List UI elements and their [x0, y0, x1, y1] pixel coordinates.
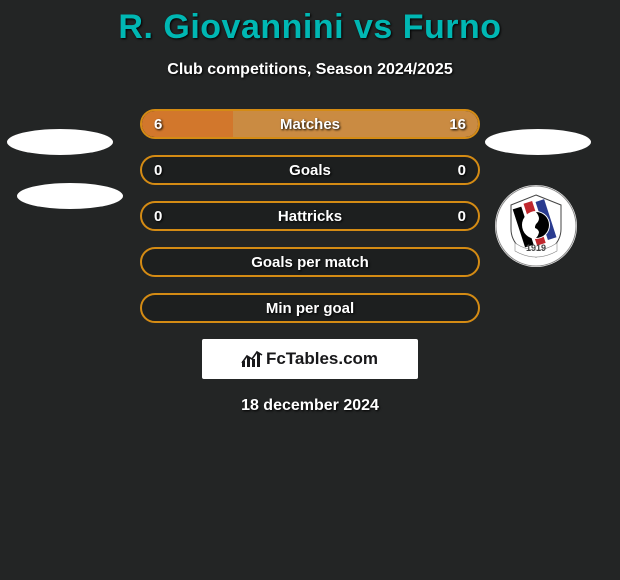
stat-label: Goals	[142, 157, 478, 183]
stat-value-left: 6	[154, 111, 162, 137]
right-player-placeholder	[485, 129, 591, 155]
logo-text: FcTables.com	[266, 349, 378, 369]
comparison-content: 1919 Matches616Goals00Hattricks00Goals p…	[0, 109, 620, 415]
left-player-placeholder-1	[7, 129, 113, 155]
stat-label: Goals per match	[142, 249, 478, 275]
stat-value-left: 0	[154, 203, 162, 229]
stat-label: Min per goal	[142, 295, 478, 321]
right-club-badge: 1919	[495, 185, 577, 267]
stat-row: Min per goal	[140, 293, 480, 323]
stat-value-right: 0	[458, 157, 466, 183]
stat-value-right: 16	[449, 111, 466, 137]
page-title: R. Giovannini vs Furno	[0, 0, 620, 47]
club-crest-icon: 1919	[495, 185, 577, 267]
stat-value-right: 0	[458, 203, 466, 229]
stat-row: Goals per match	[140, 247, 480, 277]
stat-row: Matches6 16	[140, 109, 480, 139]
svg-text:1919: 1919	[526, 243, 546, 253]
stat-row: Goals0 0	[140, 155, 480, 185]
stat-bars: Matches616Goals00Hattricks00Goals per ma…	[140, 109, 480, 323]
stat-label: Hattricks	[142, 203, 478, 229]
report-date: 18 december 2024	[0, 397, 620, 415]
subtitle: Club competitions, Season 2024/2025	[0, 61, 620, 79]
fctables-logo: FcTables.com	[202, 339, 418, 379]
stat-label: Matches	[142, 111, 478, 137]
left-player-placeholder-2	[17, 183, 123, 209]
bar-chart-icon	[242, 351, 262, 367]
stat-row: Hattricks0 0	[140, 201, 480, 231]
stat-value-left: 0	[154, 157, 162, 183]
